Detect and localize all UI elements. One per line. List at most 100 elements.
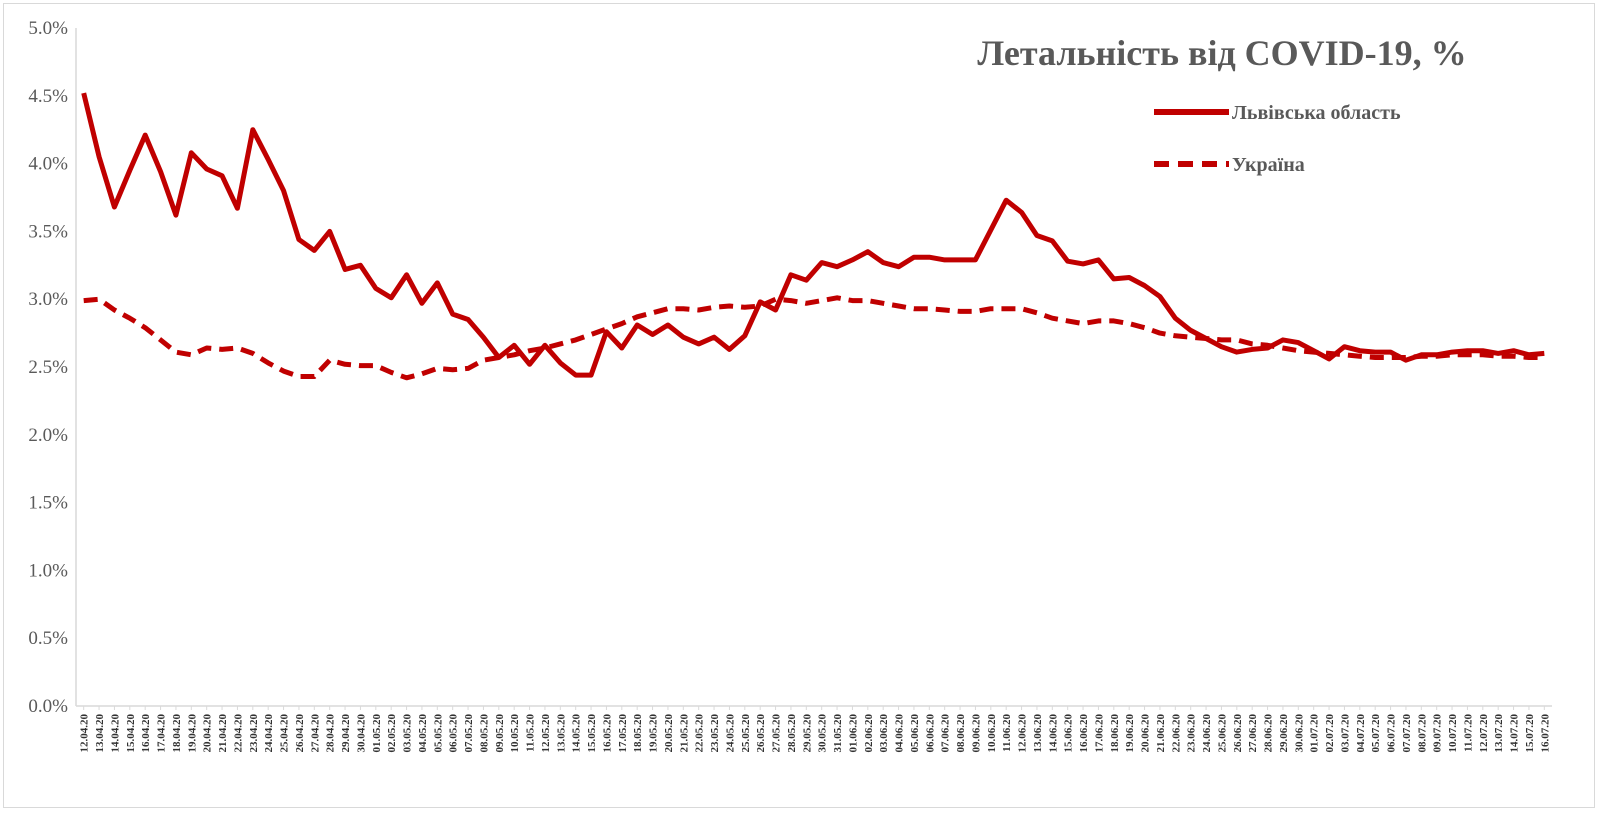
x-tick-label: 24.06.20 [1201, 714, 1213, 753]
x-tick-label: 26.04.20 [294, 714, 306, 753]
x-tick-label: 07.05.20 [463, 714, 475, 753]
x-tick-label: 13.06.20 [1032, 714, 1044, 753]
x-tick-label: 04.06.20 [894, 714, 906, 753]
x-tick-label: 22.04.20 [232, 714, 244, 753]
x-tick-label: 15.05.20 [586, 714, 598, 753]
x-tick-label: 03.07.20 [1339, 714, 1351, 753]
x-tick-label: 15.07.20 [1524, 714, 1536, 753]
x-tick-label: 07.07.20 [1401, 714, 1413, 753]
x-tick-label: 13.04.20 [94, 714, 106, 753]
y-tick-label: 1.5% [28, 493, 68, 514]
y-tick-label: 3.5% [28, 221, 68, 242]
y-tick-label: 4.5% [28, 86, 68, 107]
chart-frame: 0.0% 0.5% 1.0% 1.5% 2.0% 2.5% 3.0% 3.5% 4.0% 4.5%… [3, 3, 1595, 808]
x-tick-label: 24.04.20 [263, 714, 275, 753]
y-tick-label: 0.5% [28, 628, 68, 649]
x-tick-label: 25.05.20 [740, 714, 752, 753]
x-tick-label: 13.07.20 [1493, 714, 1505, 753]
x-tick-label: 21.06.20 [1155, 714, 1167, 753]
x-tick-label: 12.04.20 [79, 714, 91, 753]
y-tick-label: 4.0% [28, 154, 68, 175]
x-tick-label: 19.05.20 [648, 714, 660, 753]
x-tick-label: 04.05.20 [417, 714, 429, 753]
x-tick-label: 18.06.20 [1109, 714, 1121, 753]
x-tick-label: 27.05.20 [771, 714, 783, 753]
y-tick-label: 5.0% [28, 18, 68, 39]
x-tick-label: 10.07.20 [1447, 714, 1459, 753]
x-tick-label: 08.05.20 [478, 714, 490, 753]
x-tick-label: 12.05.20 [540, 714, 552, 753]
x-tick-label: 05.06.20 [909, 714, 921, 753]
x-tick-label: 12.07.20 [1478, 714, 1490, 753]
x-tick-label: 17.06.20 [1093, 714, 1105, 753]
y-tick-label: 3.0% [28, 289, 68, 310]
x-tick-label: 17.05.20 [617, 714, 629, 753]
x-tick-label: 14.05.20 [571, 714, 583, 753]
x-tick-label: 30.04.20 [355, 714, 367, 753]
x-tick-label: 05.07.20 [1370, 714, 1382, 753]
x-tick-label: 16.04.20 [140, 714, 152, 753]
x-tick-label: 16.05.20 [601, 714, 613, 753]
x-tick-label: 08.07.20 [1416, 714, 1428, 753]
legend-label-ukraine: Україна [1232, 154, 1305, 176]
x-tick-label: 06.07.20 [1386, 714, 1398, 753]
axes [75, 28, 1552, 707]
x-axis-ticks: 12.04.20 13.04.20 14.04.20 15.04.20 16.04.20… [79, 706, 1551, 753]
x-tick-label: 11.05.20 [525, 714, 537, 752]
x-tick-label: 18.05.20 [632, 714, 644, 753]
x-tick-label: 02.06.20 [863, 714, 875, 753]
x-tick-label: 09.05.20 [494, 714, 506, 753]
x-tick-label: 09.06.20 [970, 714, 982, 753]
x-tick-label: 30.05.20 [817, 714, 829, 753]
x-tick-label: 18.04.20 [171, 714, 183, 753]
x-tick-label: 26.06.20 [1232, 714, 1244, 753]
x-tick-label: 27.04.20 [309, 714, 321, 753]
legend-label-lviv: Львівська область [1232, 102, 1401, 124]
x-tick-label: 19.06.20 [1124, 714, 1136, 753]
x-tick-label: 27.06.20 [1247, 714, 1259, 753]
x-tick-label: 23.04.20 [248, 714, 260, 753]
x-tick-label: 24.05.20 [724, 714, 736, 753]
series-line-lviv [81, 92, 1545, 378]
y-tick-label: 1.0% [28, 560, 68, 581]
x-tick-label: 15.04.20 [125, 714, 137, 753]
x-tick-label: 17.04.20 [156, 714, 168, 753]
x-tick-label: 20.04.20 [202, 714, 214, 753]
x-tick-label: 01.07.20 [1309, 714, 1321, 753]
x-tick-label: 20.05.20 [663, 714, 675, 753]
chart-title: Летальність від COVID-19, % [977, 33, 1466, 73]
x-tick-label: 25.06.20 [1216, 714, 1228, 753]
x-tick-label: 02.07.20 [1324, 714, 1336, 753]
x-tick-label: 22.06.20 [1170, 714, 1182, 753]
x-tick-label: 22.05.20 [694, 714, 706, 753]
y-axis-ticks: 0.0% 0.5% 1.0% 1.5% 2.0% 2.5% 3.0% 3.5% 4.0% 4.5%… [28, 18, 68, 717]
x-tick-label: 05.05.20 [432, 714, 444, 753]
x-tick-label: 14.06.20 [1047, 714, 1059, 753]
x-tick-label: 28.05.20 [786, 714, 798, 753]
x-tick-label: 13.05.20 [555, 714, 567, 753]
x-tick-label: 14.04.20 [109, 714, 121, 753]
series-line-ukraine [83, 295, 1545, 381]
x-tick-label: 07.06.20 [940, 714, 952, 753]
x-tick-label: 02.05.20 [386, 714, 398, 753]
x-tick-label: 30.06.20 [1293, 714, 1305, 753]
x-tick-label: 01.06.20 [847, 714, 859, 753]
x-tick-label: 20.06.20 [1140, 714, 1152, 753]
x-tick-label: 10.06.20 [986, 714, 998, 753]
x-tick-label: 14.07.20 [1509, 714, 1521, 753]
x-tick-label: 16.07.20 [1539, 714, 1551, 753]
x-tick-label: 19.04.20 [186, 714, 198, 753]
x-tick-label: 04.07.20 [1355, 714, 1367, 753]
x-tick-label: 08.06.20 [955, 714, 967, 753]
legend: Львівська область Україна [1154, 102, 1401, 176]
x-tick-label: 29.06.20 [1278, 714, 1290, 753]
x-tick-label: 03.06.20 [878, 714, 890, 753]
x-tick-label: 11.07.20 [1462, 714, 1474, 752]
x-tick-label: 11.06.20 [1001, 714, 1013, 752]
x-tick-label: 31.05.20 [832, 714, 844, 753]
line-chart: 0.0% 0.5% 1.0% 1.5% 2.0% 2.5% 3.0% 3.5% 4.0% 4.5%… [28, 18, 1552, 753]
x-tick-label: 12.06.20 [1017, 714, 1029, 753]
x-tick-label: 29.04.20 [340, 714, 352, 753]
x-tick-label: 28.04.20 [325, 714, 337, 753]
y-tick-label: 2.0% [28, 425, 68, 446]
